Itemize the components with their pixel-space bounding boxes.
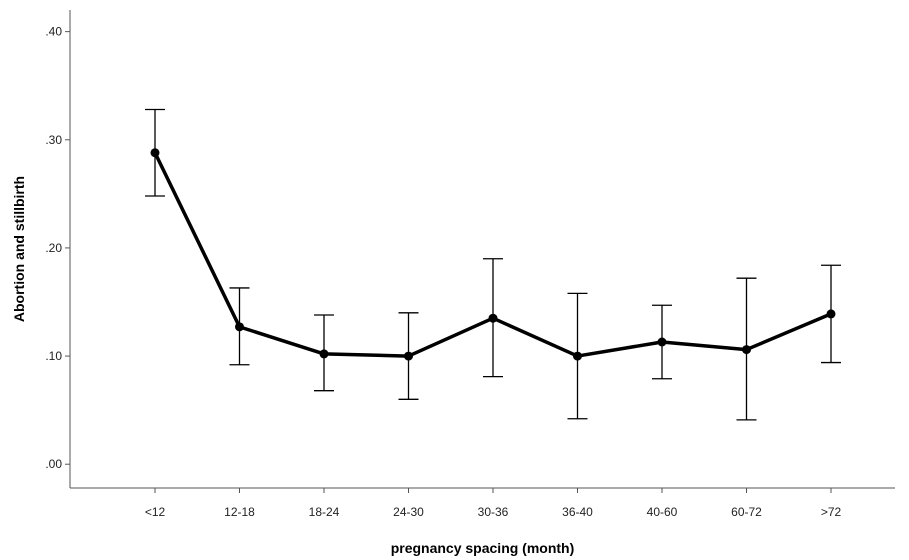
x-tick-label: <12 [145, 505, 166, 519]
x-ticks: <12 12-18 18-24 24-30 30-36 36-40 40-60 60-72 >7… [145, 488, 842, 519]
x-tick-label: 40-60 [647, 505, 678, 519]
x-tick-label: >72 [821, 505, 842, 519]
x-tick-label: 24-30 [393, 505, 424, 519]
data-point [319, 349, 329, 359]
data-point [150, 148, 160, 158]
y-ticks: .00 .10 .20 .30 .40 [45, 25, 70, 471]
data-point [235, 322, 244, 332]
axes [69, 10, 895, 489]
x-axis-title: pregnancy spacing (month) [391, 540, 575, 556]
data-point [826, 309, 836, 319]
x-tick-label: 30-36 [478, 505, 509, 519]
x-tick-label: 36-40 [562, 505, 593, 519]
error-bars [145, 108, 841, 421]
x-tick-label: 18-24 [309, 505, 340, 519]
y-tick-label: .00 [45, 457, 62, 471]
y-tick-label: .20 [45, 241, 62, 255]
x-tick-label: 60-72 [731, 505, 762, 519]
data-point [742, 345, 751, 355]
y-tick-label: .10 [45, 349, 62, 363]
data-point [573, 351, 582, 361]
data-points [150, 148, 836, 361]
y-tick-label: .40 [45, 25, 62, 39]
y-axis-title: Abortion and stillbirth [11, 176, 27, 322]
data-point [488, 313, 498, 323]
x-tick-label: 12-18 [224, 505, 255, 519]
y-tick-label: .30 [45, 133, 62, 147]
data-point [404, 351, 413, 361]
data-point [657, 337, 667, 347]
